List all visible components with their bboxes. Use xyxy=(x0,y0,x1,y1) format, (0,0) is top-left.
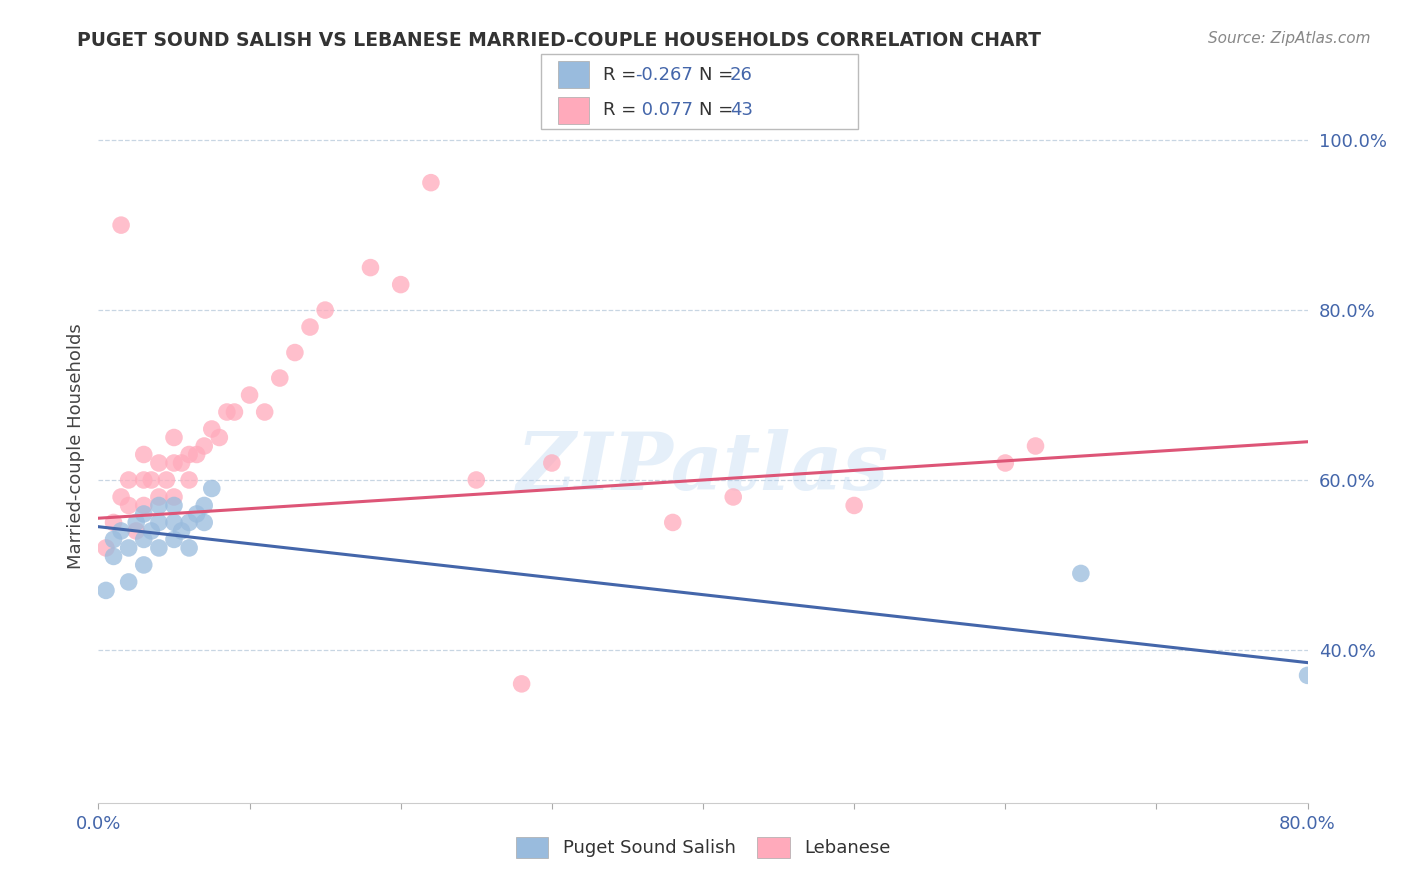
Point xyxy=(110,524,132,538)
Point xyxy=(1070,566,1092,581)
Point xyxy=(540,456,562,470)
Point xyxy=(186,507,208,521)
Point xyxy=(201,422,224,436)
Point xyxy=(994,456,1017,470)
Point xyxy=(510,677,533,691)
Point xyxy=(389,277,412,292)
Point xyxy=(661,516,683,530)
Point xyxy=(148,516,170,530)
Point xyxy=(132,473,155,487)
Point xyxy=(125,516,148,530)
Point xyxy=(299,320,322,334)
Point xyxy=(170,524,193,538)
Point xyxy=(360,260,382,275)
Text: R =: R = xyxy=(603,66,643,84)
Text: Source: ZipAtlas.com: Source: ZipAtlas.com xyxy=(1208,31,1371,46)
Point xyxy=(163,516,186,530)
Point xyxy=(148,456,170,470)
Point xyxy=(179,541,201,555)
Point xyxy=(844,499,866,513)
Point xyxy=(215,405,238,419)
Point xyxy=(118,541,141,555)
Point xyxy=(155,473,177,487)
Point xyxy=(163,533,186,547)
Point xyxy=(94,583,117,598)
Point xyxy=(193,516,215,530)
Text: PUGET SOUND SALISH VS LEBANESE MARRIED-COUPLE HOUSEHOLDS CORRELATION CHART: PUGET SOUND SALISH VS LEBANESE MARRIED-C… xyxy=(77,31,1042,50)
Point xyxy=(118,499,141,513)
Point xyxy=(420,176,443,190)
Point xyxy=(141,524,163,538)
Point xyxy=(193,439,215,453)
Text: 0.077: 0.077 xyxy=(636,102,693,120)
Text: N =: N = xyxy=(699,102,738,120)
Point xyxy=(465,473,488,487)
Point xyxy=(193,499,215,513)
Text: 43: 43 xyxy=(730,102,752,120)
Point xyxy=(110,218,132,232)
Point xyxy=(148,541,170,555)
Point xyxy=(224,405,246,419)
Point xyxy=(163,456,186,470)
Text: R =: R = xyxy=(603,102,643,120)
Y-axis label: Married-couple Households: Married-couple Households xyxy=(66,323,84,569)
Point xyxy=(201,482,224,496)
Point xyxy=(94,541,117,555)
Point xyxy=(1296,668,1319,682)
Text: N =: N = xyxy=(699,66,738,84)
Point xyxy=(163,490,186,504)
Point xyxy=(163,430,186,444)
Point xyxy=(179,448,201,462)
Point xyxy=(118,473,141,487)
Text: ZIPatlas: ZIPatlas xyxy=(517,429,889,506)
Point xyxy=(132,507,155,521)
Point xyxy=(148,490,170,504)
Point xyxy=(125,524,148,538)
Point xyxy=(132,448,155,462)
Point xyxy=(170,456,193,470)
Point xyxy=(1024,439,1046,453)
Point xyxy=(141,473,163,487)
Point xyxy=(179,516,201,530)
Point xyxy=(269,371,291,385)
Point xyxy=(132,499,155,513)
Point xyxy=(132,533,155,547)
Point xyxy=(110,490,132,504)
Point xyxy=(253,405,276,419)
Point xyxy=(723,490,745,504)
Point xyxy=(132,558,155,572)
Point xyxy=(148,499,170,513)
Point xyxy=(208,430,231,444)
Point xyxy=(103,549,125,564)
Point xyxy=(186,448,208,462)
Point xyxy=(118,574,141,589)
Point xyxy=(163,499,186,513)
Point xyxy=(239,388,262,402)
Text: 26: 26 xyxy=(730,66,752,84)
Legend: Puget Sound Salish, Lebanese: Puget Sound Salish, Lebanese xyxy=(509,830,897,865)
Point xyxy=(179,473,201,487)
Point xyxy=(103,516,125,530)
Point xyxy=(103,533,125,547)
Point xyxy=(314,303,336,318)
Point xyxy=(284,345,307,359)
Text: -0.267: -0.267 xyxy=(636,66,693,84)
